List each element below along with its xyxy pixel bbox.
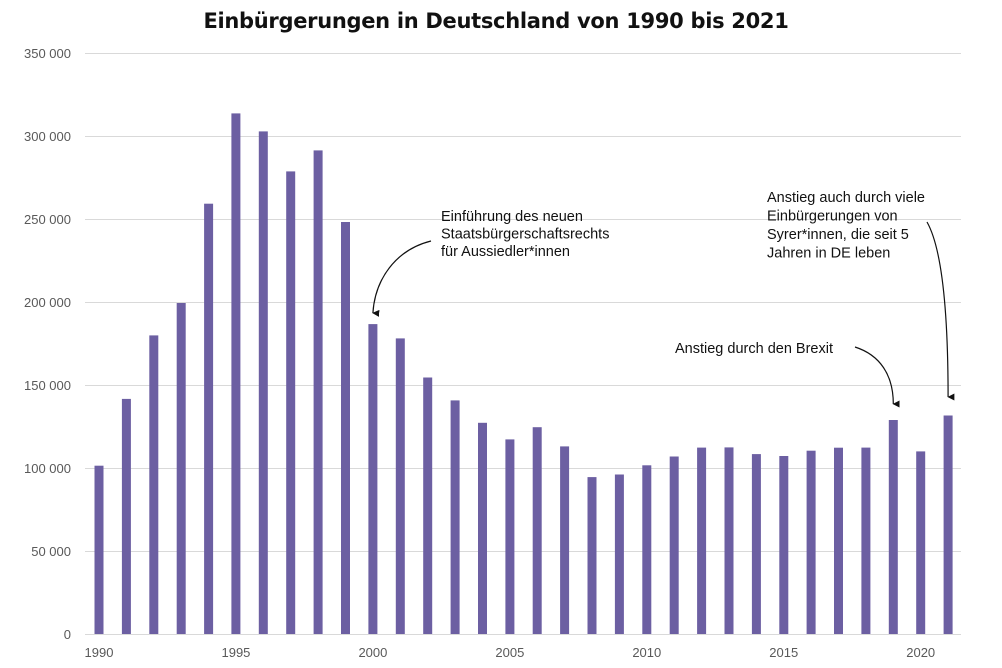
annotation-text-line: Anstieg auch durch viele [767, 190, 925, 206]
y-tick-label: 300 000 [24, 129, 71, 144]
bar-2017 [834, 447, 843, 634]
bar-2014 [751, 454, 761, 634]
bar-1999 [341, 222, 350, 634]
bar-1994 [204, 203, 214, 634]
y-tick-label: 100 000 [24, 461, 71, 476]
x-axis-tick-labels: 1990 1995 2000 2005 2010 2015 2020 [85, 645, 936, 660]
annotation-brexit: Anstieg durch den Brexit [675, 341, 900, 408]
annotation-arrow [372, 240, 432, 317]
bar-2015 [779, 456, 789, 634]
annotation-arrow [854, 346, 900, 408]
bar-1991 [121, 398, 131, 634]
bar-1998 [313, 150, 323, 634]
x-tick-label: 2005 [495, 645, 524, 660]
bar-1996 [258, 131, 268, 634]
bar-2001 [395, 338, 405, 634]
annotation-text-line: Einführung des neuen [441, 209, 583, 225]
y-tick-label: 350 000 [24, 46, 71, 61]
x-tick-label: 2020 [906, 645, 935, 660]
bar-2004 [478, 422, 487, 634]
chart-title: Einbürgerungen in Deutschland von 1990 b… [203, 9, 789, 33]
bar-2003 [450, 400, 460, 634]
y-tick-label: 50 000 [31, 544, 71, 559]
annotations: Einführung des neuen Staatsbürgerschaftsr… [372, 190, 955, 408]
x-tick-label: 2015 [769, 645, 798, 660]
y-axis-tick-labels: 0 50 000 100 000 150 000 200 000 250 000 300 0… [24, 46, 71, 642]
bar-2005 [505, 439, 515, 634]
annotation-syria: Anstieg auch durch viele Einbürgerungen v… [767, 190, 955, 401]
bar-2018 [861, 447, 871, 634]
annotation-text-line: Syrer*innen, die seit 5 [767, 227, 909, 243]
x-tick-label: 2000 [358, 645, 387, 660]
bar-2006 [532, 427, 542, 634]
x-tick-label: 2010 [632, 645, 661, 660]
annotation-text-line: für Aussiedler*innen [441, 244, 570, 260]
bar-2020 [916, 451, 926, 634]
annotation-text-line: Anstieg durch den Brexit [675, 341, 833, 357]
bar-2009 [614, 474, 624, 634]
bar-2010 [642, 465, 652, 634]
bar-2013 [724, 447, 734, 634]
annotation-text-line: Jahren in DE leben [767, 246, 890, 262]
bar-1995 [231, 113, 241, 634]
y-tick-label: 250 000 [24, 212, 71, 227]
bar-2002 [423, 377, 433, 634]
bar-2016 [806, 450, 816, 634]
bar-2008 [587, 477, 597, 634]
bar-1997 [286, 171, 296, 634]
bar-1992 [149, 335, 159, 634]
x-tick-label: 1990 [85, 645, 114, 660]
y-tick-label: 0 [64, 627, 71, 642]
bars [94, 113, 953, 634]
bar-2007 [560, 446, 570, 634]
y-tick-label: 150 000 [24, 378, 71, 393]
bar-2012 [697, 447, 707, 634]
bar-1993 [176, 303, 186, 634]
bar-2021 [943, 415, 953, 634]
bar-2011 [669, 456, 679, 634]
annotation-reform: Einführung des neuen Staatsbürgerschaftsr… [372, 209, 609, 317]
bar-2019 [888, 420, 898, 634]
annotation-text-line: Staatsbürgerschaftsrechts [441, 227, 609, 243]
x-tick-label: 1995 [221, 645, 250, 660]
bar-2000 [368, 324, 378, 634]
gridlines [85, 53, 961, 635]
annotation-text-line: Einbürgerungen von [767, 209, 898, 225]
y-tick-label: 200 000 [24, 295, 71, 310]
bar-1990 [94, 465, 104, 634]
annotation-arrow [926, 221, 955, 401]
